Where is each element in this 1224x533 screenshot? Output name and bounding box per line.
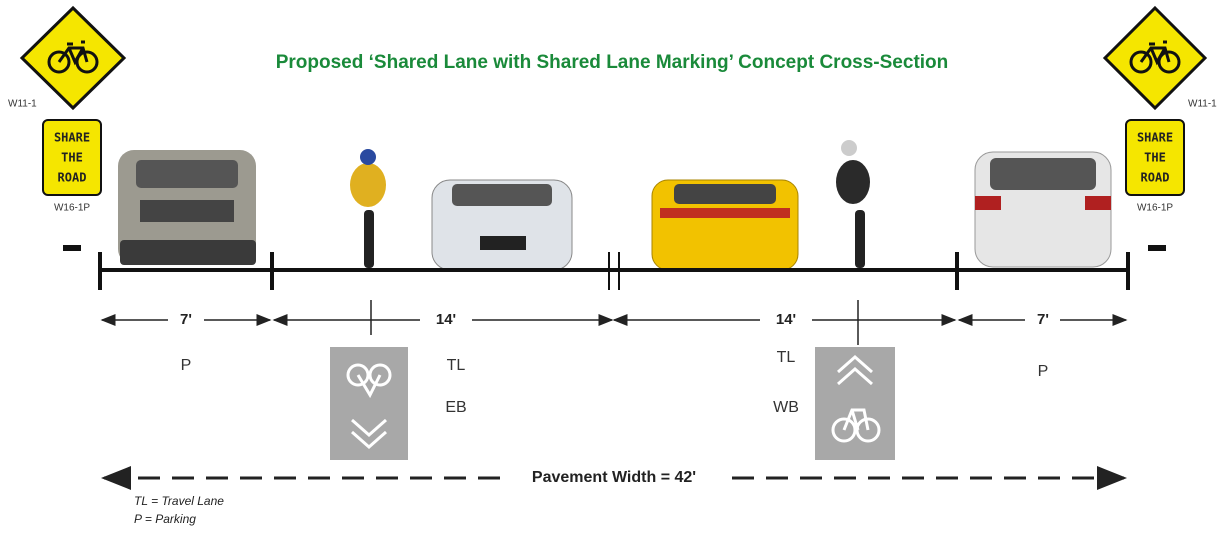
lane-label: TL — [447, 357, 466, 374]
plaque-line: THE — [1144, 151, 1166, 165]
lane-label: P — [181, 357, 192, 374]
lane-label: P — [1038, 363, 1049, 380]
dimension: 7' — [180, 311, 192, 328]
lane-label: TL — [777, 349, 796, 366]
sign-left: W11-1 SHARE THE ROAD W16-1P — [8, 5, 127, 251]
pavement-width: Pavement Width = 42' — [532, 469, 696, 486]
dimension: 14' — [436, 311, 456, 328]
legend-item: TL = Travel Lane — [134, 494, 224, 508]
lane-label: EB — [445, 399, 466, 416]
road-line — [98, 252, 1130, 290]
sharrow-wb — [815, 347, 895, 460]
title: Proposed ‘Shared Lane with Shared Lane M… — [276, 52, 949, 73]
sign-code: W11-1 — [1188, 99, 1217, 110]
plaque-line: SHARE — [54, 131, 90, 145]
plaque-line: ROAD — [1141, 171, 1170, 185]
plaque-code: W16-1P — [1137, 203, 1173, 214]
sharrow-eb — [330, 347, 408, 460]
vehicles — [118, 150, 1112, 271]
cyclists — [350, 140, 870, 268]
plaque-code: W16-1P — [54, 203, 90, 214]
dimension-arrows — [100, 300, 1128, 345]
sign-right: W11-1 SHARE THE ROAD W16-1P — [1102, 5, 1217, 251]
dimension: 14' — [776, 311, 796, 328]
plaque-line: SHARE — [1137, 131, 1173, 145]
sign-code: W11-1 — [8, 99, 37, 110]
dimension: 7' — [1037, 311, 1049, 328]
lane-label: WB — [773, 399, 799, 416]
plaque-line: THE — [61, 151, 83, 165]
legend-item: P = Parking — [134, 512, 196, 526]
plaque-line: ROAD — [58, 171, 87, 185]
